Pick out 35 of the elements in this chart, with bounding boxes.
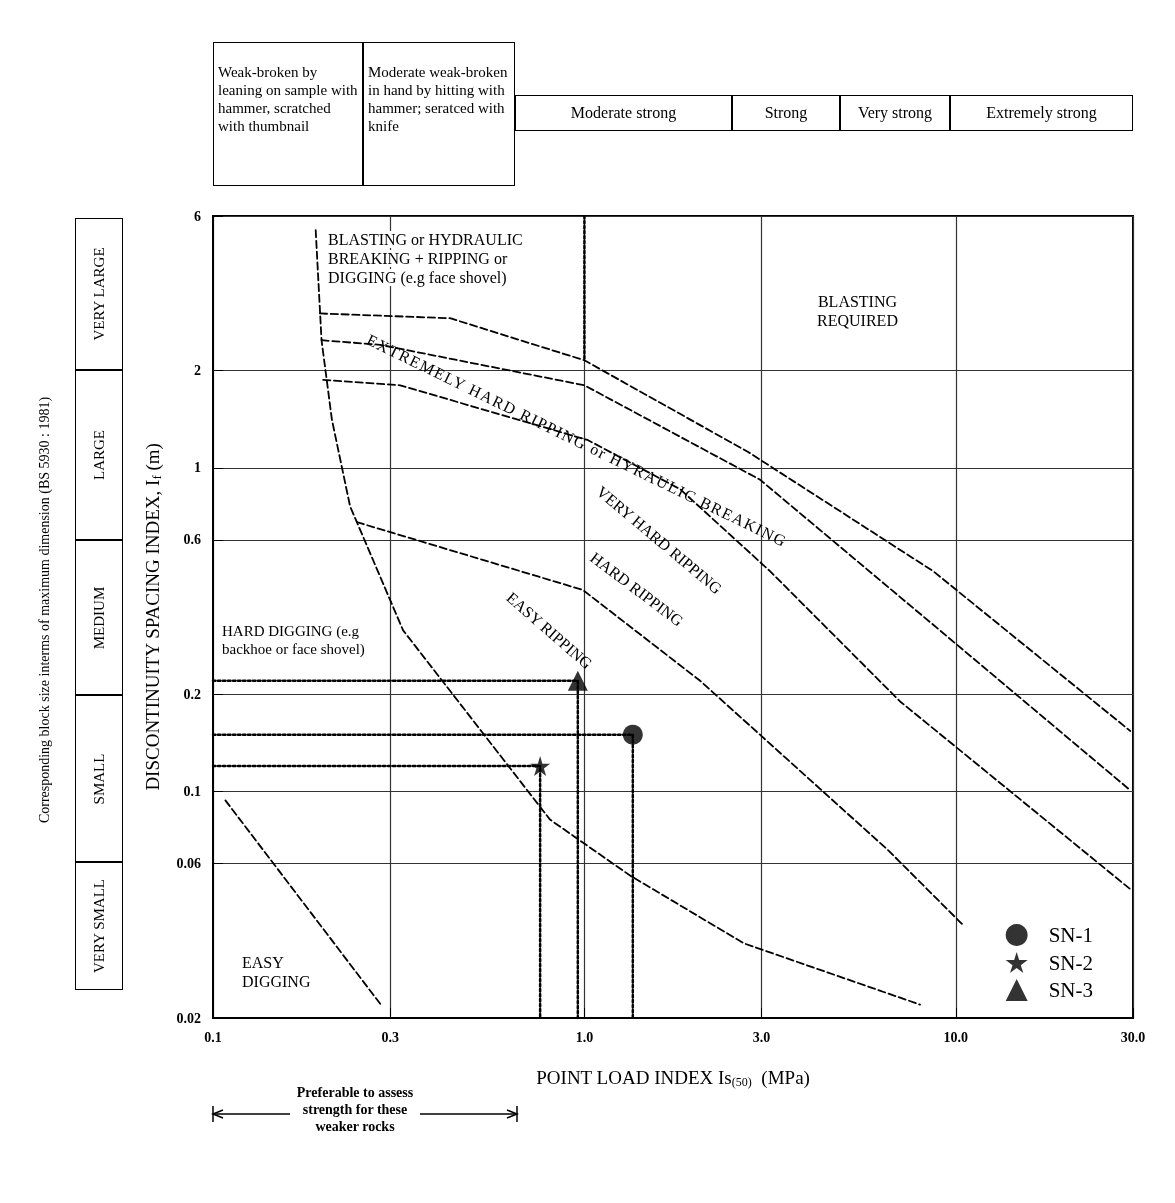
text: Corresponding block size interms of maximum dimension (BS 5930 : 1981)	[36, 396, 53, 824]
text: Strong	[764, 103, 808, 123]
text: Extremely strong	[986, 103, 1097, 123]
y-tick-label: 0.6	[183, 532, 201, 548]
y-tick-label: 0.02	[176, 1010, 201, 1026]
text: VERY LARGE	[90, 247, 108, 341]
y-tick-label: 0.06	[176, 856, 201, 872]
x-tick-label: 3.0	[752, 1029, 771, 1045]
text: Moderate weak-broken in hand by hitting with hammer; seratced with knife	[368, 63, 509, 135]
y-tick-label: 6	[194, 208, 201, 224]
annotation: BLASTING REQUIRED	[817, 293, 898, 330]
text: Preferable to assess strength for these weaker rocks	[290, 1085, 420, 1136]
annotation: BLASTING or HYDRAULIC BREAKING + RIPPING or DIGGING (e.g face shovel)	[328, 231, 523, 287]
text: LARGE	[90, 430, 108, 480]
y-tick-label: 2	[194, 362, 201, 378]
legend-label: SN-3	[1048, 978, 1094, 1002]
x-tick-label: 0.1	[204, 1029, 222, 1045]
text: VERY SMALL	[90, 878, 108, 974]
x-tick-label: 1.0	[575, 1029, 594, 1045]
legend-label: SN-2	[1048, 950, 1094, 975]
x-tick-label: 10.0	[943, 1029, 969, 1045]
text: Very strong	[857, 103, 933, 123]
y-tick-label: 0.1	[183, 784, 201, 800]
text: Weak-broken by leaning on sample with hammer, scratched with thumbnail	[218, 63, 358, 135]
x-tick-label: 30.0	[1120, 1029, 1146, 1045]
annotation: EASY DIGGING	[242, 954, 311, 991]
text: SMALL	[90, 753, 108, 804]
y-axis-title: DISCONTINUITY SPACING INDEX, If (m)	[141, 443, 164, 791]
y-tick-label: 1	[194, 460, 201, 476]
x-tick-label: 0.3	[381, 1029, 399, 1045]
annotation: HARD DIGGING (e.g backhoe or face shovel)	[222, 623, 365, 657]
legend-label: SN-1	[1048, 923, 1094, 947]
text: MEDIUM	[90, 586, 108, 649]
text: Moderate strong	[570, 103, 677, 123]
y-tick-label: 0.2	[183, 686, 201, 702]
